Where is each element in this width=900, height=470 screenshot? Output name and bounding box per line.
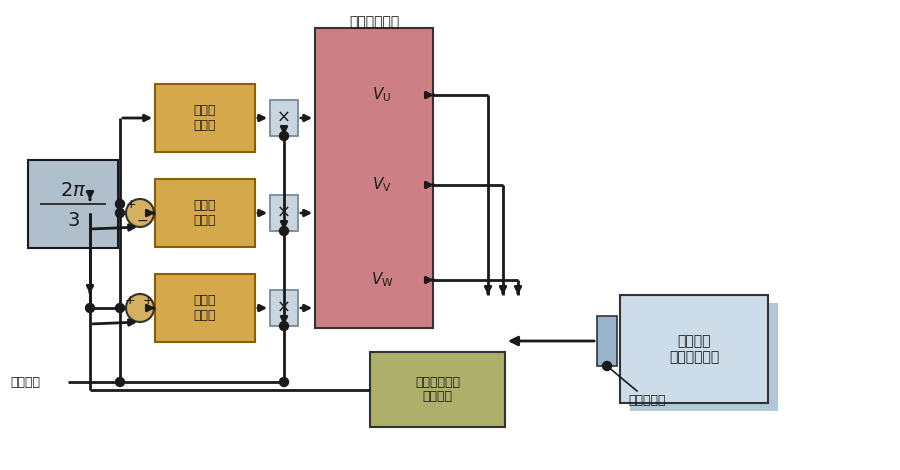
Text: +: + xyxy=(126,198,136,212)
Bar xyxy=(630,303,778,411)
Text: ×: × xyxy=(277,204,291,222)
Text: $V_{\mathrm{W}}$: $V_{\mathrm{W}}$ xyxy=(371,271,393,290)
Text: +: + xyxy=(143,293,153,306)
Circle shape xyxy=(126,199,154,227)
Bar xyxy=(155,274,255,342)
Bar xyxy=(28,160,118,248)
Circle shape xyxy=(115,209,124,218)
Bar xyxy=(370,352,505,427)
Text: 正弦波
発生器: 正弦波 発生器 xyxy=(194,294,216,322)
Circle shape xyxy=(280,227,289,235)
Text: 永久磁石
同期モーター: 永久磁石 同期モーター xyxy=(669,334,719,364)
Text: +: + xyxy=(125,293,135,306)
Text: 正弦波
発生器: 正弦波 発生器 xyxy=(194,199,216,227)
Text: レゾルバー: レゾルバー xyxy=(628,394,666,407)
Text: $3$: $3$ xyxy=(67,211,79,229)
Circle shape xyxy=(126,294,154,322)
Bar xyxy=(270,290,298,326)
Text: 正弦波
発生器: 正弦波 発生器 xyxy=(194,104,216,132)
Circle shape xyxy=(602,361,611,370)
Circle shape xyxy=(115,377,124,386)
Circle shape xyxy=(280,132,289,141)
Circle shape xyxy=(86,304,94,313)
Bar xyxy=(597,316,617,366)
Text: ×: × xyxy=(277,109,291,127)
Bar xyxy=(155,84,255,152)
Bar xyxy=(270,195,298,231)
Text: $2\pi$: $2\pi$ xyxy=(59,180,86,199)
Circle shape xyxy=(115,304,124,313)
Text: 電圧指令: 電圧指令 xyxy=(10,376,40,389)
Bar xyxy=(315,28,433,328)
Circle shape xyxy=(280,377,289,386)
Circle shape xyxy=(115,199,124,209)
Circle shape xyxy=(280,321,289,330)
Text: −: − xyxy=(136,214,148,228)
Bar xyxy=(620,295,768,403)
Text: インバーター: インバーター xyxy=(349,15,399,29)
Text: $V_{\mathrm{U}}$: $V_{\mathrm{U}}$ xyxy=(373,86,392,104)
Bar xyxy=(155,179,255,247)
Text: ローター位置
検出回路: ローター位置 検出回路 xyxy=(415,376,460,404)
Text: ×: × xyxy=(277,299,291,317)
Bar xyxy=(270,100,298,136)
Text: $V_{\mathrm{V}}$: $V_{\mathrm{V}}$ xyxy=(373,176,392,195)
